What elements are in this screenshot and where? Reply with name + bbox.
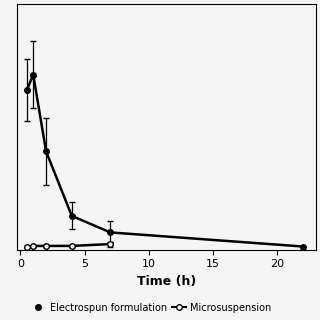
Legend: Electrospun formulation, Microsuspension: Electrospun formulation, Microsuspension — [27, 299, 275, 316]
X-axis label: Time (h): Time (h) — [137, 275, 196, 288]
